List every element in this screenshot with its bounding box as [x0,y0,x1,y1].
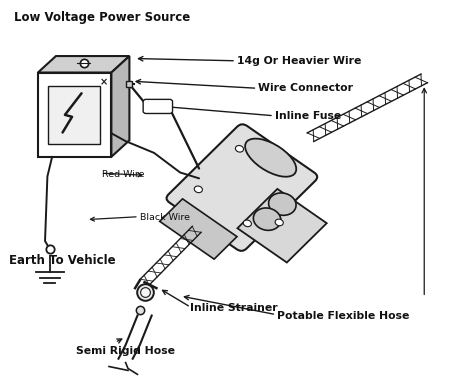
Text: Earth To Vehicle: Earth To Vehicle [9,254,116,267]
Polygon shape [38,56,129,73]
Ellipse shape [236,145,244,152]
FancyBboxPatch shape [160,199,237,259]
FancyBboxPatch shape [166,124,317,251]
Text: Wire Connector: Wire Connector [258,83,353,93]
Text: Black Wire: Black Wire [140,213,190,222]
Text: Potable Flexible Hose: Potable Flexible Hose [277,310,410,321]
Polygon shape [111,56,129,157]
Text: ×: × [100,77,109,87]
Ellipse shape [194,186,202,192]
Text: Inline Strainer: Inline Strainer [190,303,277,313]
Ellipse shape [245,139,296,177]
Text: Red Wire: Red Wire [102,170,145,179]
Ellipse shape [253,208,281,230]
Bar [38,73,111,157]
Ellipse shape [275,219,283,226]
Text: Semi Rigid Hose: Semi Rigid Hose [76,346,175,356]
Ellipse shape [243,220,251,227]
FancyBboxPatch shape [237,189,327,263]
Ellipse shape [269,193,296,215]
Text: Inline Fuse: Inline Fuse [275,111,341,121]
Text: 14g Or Heavier Wire: 14g Or Heavier Wire [237,56,361,66]
Bar [48,86,100,144]
Text: Low Voltage Power Source: Low Voltage Power Source [14,11,191,24]
FancyBboxPatch shape [143,99,173,114]
